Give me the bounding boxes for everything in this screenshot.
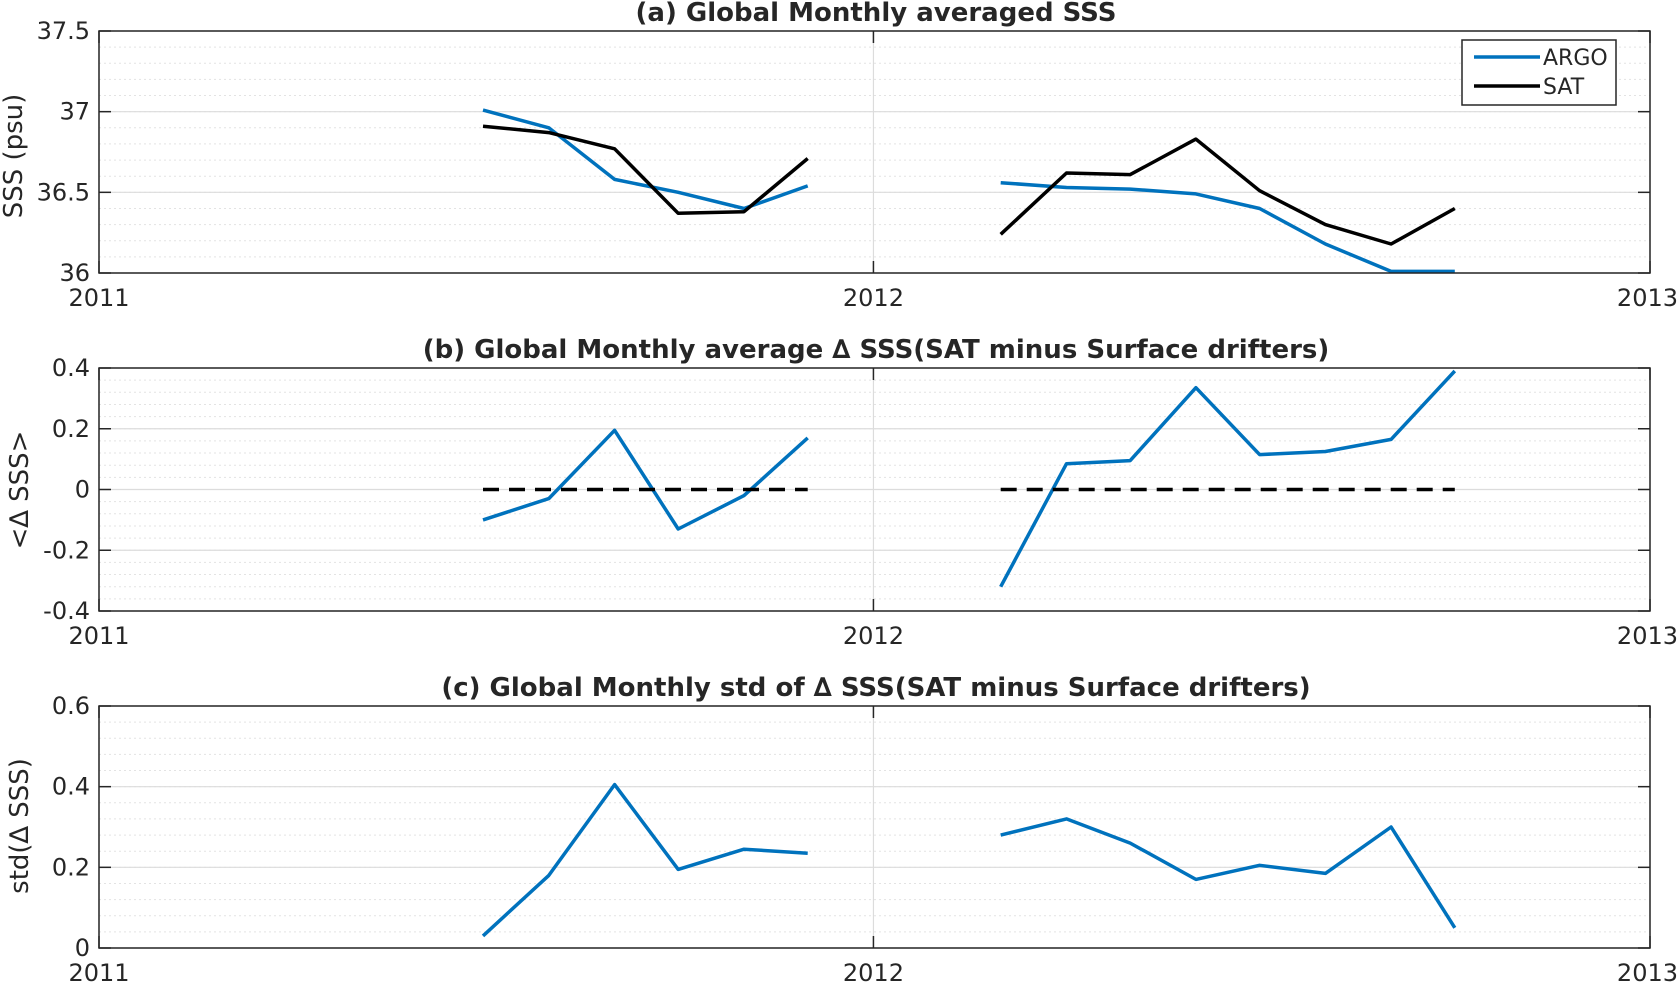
y-tick-label: -0.2 xyxy=(43,536,90,564)
sat-line-segment-2 xyxy=(999,137,1456,246)
panel-a: (a) Global Monthly averaged SSS SSS (psu… xyxy=(0,0,1678,312)
legend-label-argo: ARGO xyxy=(1543,46,1608,71)
x-tick-label: 2013 xyxy=(1617,959,1678,982)
y-tick-label: 37.5 xyxy=(37,17,90,45)
panel-c: (c) Global Monthly std of ∆ SSS(SAT minu… xyxy=(5,673,1678,982)
delta-sss-line-segment-2 xyxy=(999,369,1457,588)
y-tick-label: 0 xyxy=(75,476,90,504)
y-tick-label: 36.5 xyxy=(37,178,90,206)
delta-sss-line-segment-1 xyxy=(481,782,808,938)
panel-c-title: (c) Global Monthly std of ∆ SSS(SAT minu… xyxy=(441,673,1310,703)
panel-c-plot: 0 0.2 0.4 0.6 2011 2012 2013 xyxy=(52,692,1678,982)
axes-box xyxy=(98,30,1651,274)
sat-line-segment-1 xyxy=(482,124,809,216)
y-tick-label: 0 xyxy=(75,934,90,962)
delta-sss-line-segment-2 xyxy=(1000,817,1457,929)
x-tick-label: 2012 xyxy=(843,622,904,650)
panel-b: (b) Global Monthly average ∆ SSS(SAT min… xyxy=(5,335,1678,650)
panel-b-plot: -0.4 -0.2 0 0.2 0.4 2011 2012 2013 xyxy=(43,354,1678,650)
panel-b-title: (b) Global Monthly average ∆ SSS(SAT min… xyxy=(423,335,1330,365)
x-tick-label: 2011 xyxy=(68,622,129,650)
y-tick-label: 0.2 xyxy=(52,415,90,443)
x-tick-label: 2012 xyxy=(843,284,904,312)
y-tick-label: 0.4 xyxy=(52,773,90,801)
y-tick-label: 36 xyxy=(59,259,90,287)
panel-b-ylabel: <∆ SSS> xyxy=(5,431,35,550)
y-tick-label: -0.4 xyxy=(43,597,90,625)
axes-box xyxy=(98,705,1651,949)
y-tick-label: 37 xyxy=(59,98,90,126)
panel-a-ylabel: SSS (psu) xyxy=(0,94,29,219)
panel-a-plot: 36 36.5 37 37.5 2011 2012 2013 xyxy=(37,17,1678,312)
x-tick-label: 2012 xyxy=(843,959,904,982)
x-tick-label: 2013 xyxy=(1617,622,1678,650)
y-tick-label: 0.4 xyxy=(52,354,90,382)
x-tick-label: 2011 xyxy=(68,959,129,982)
panel-a-title: (a) Global Monthly averaged SSS xyxy=(636,0,1117,28)
delta-sss-line-segment-1 xyxy=(482,428,809,531)
y-tick-label: 0.2 xyxy=(52,853,90,881)
legend-box xyxy=(1461,39,1617,106)
legend-label-sat: SAT xyxy=(1543,75,1585,100)
y-tick-label: 0.6 xyxy=(52,692,90,720)
argo-line-segment-2 xyxy=(1000,180,1455,274)
panel-c-ylabel: std(∆ SSS) xyxy=(5,758,35,894)
x-tick-label: 2011 xyxy=(68,284,129,312)
x-tick-label: 2013 xyxy=(1617,284,1678,312)
panel-a-legend: ARGO SAT xyxy=(1461,39,1617,106)
